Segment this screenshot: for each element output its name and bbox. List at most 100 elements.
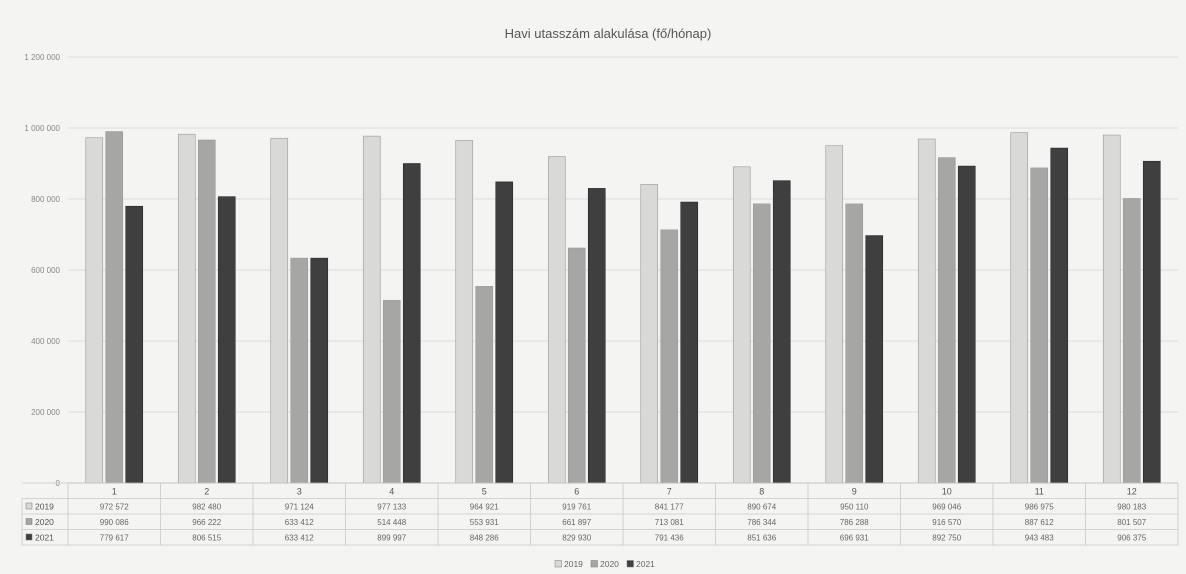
y-tick-label: 400 000 <box>31 337 60 346</box>
bar-2019-9 <box>825 145 844 484</box>
data-label: 633 412 <box>285 518 314 527</box>
table-series-name: 2021 <box>35 533 54 543</box>
x-tick-label: 9 <box>852 487 857 497</box>
bar-2020-10 <box>937 157 956 484</box>
data-label: 801 507 <box>1117 518 1146 527</box>
legend: 2019 2020 2021 <box>554 559 655 569</box>
bar-2021-3 <box>310 257 329 484</box>
data-label: 950 110 <box>840 503 869 512</box>
data-label: 553 931 <box>470 518 499 527</box>
bar-2021-2 <box>217 196 236 484</box>
bar-2019-1 <box>85 137 104 484</box>
data-label: 829 930 <box>562 534 591 543</box>
x-tick-label: 10 <box>942 487 952 497</box>
data-label: 892 750 <box>932 534 961 543</box>
table-series-name: 2020 <box>35 517 54 527</box>
bar-2021-11 <box>1050 147 1069 484</box>
legend-label: 2019 <box>564 559 583 569</box>
legend-label: 2020 <box>600 559 619 569</box>
legend-label: 2021 <box>636 559 655 569</box>
legend-key <box>554 560 562 568</box>
chart-title: Havi utasszám alakulása (fő/hónap) <box>505 26 712 41</box>
data-label: 890 674 <box>747 503 776 512</box>
data-label: 779 617 <box>100 534 129 543</box>
bar-2021-7 <box>680 201 699 484</box>
bar-2020-12 <box>1122 198 1141 484</box>
x-tick-label: 5 <box>482 487 487 497</box>
bar-2019-12 <box>1102 134 1121 484</box>
data-label: 786 288 <box>840 518 869 527</box>
x-tick-label: 1 <box>112 487 117 497</box>
data-label: 514 448 <box>377 518 406 527</box>
bar-2021-1 <box>125 205 144 484</box>
x-tick-label: 2 <box>204 487 209 497</box>
bar-2019-5 <box>455 140 474 484</box>
data-label: 696 931 <box>840 534 869 543</box>
bar-2020-2 <box>197 139 216 484</box>
bar-2021-5 <box>495 181 514 484</box>
bar-2020-4 <box>382 300 401 484</box>
data-label: 964 921 <box>470 503 499 512</box>
y-tick-label: 1 200 000 <box>24 53 60 62</box>
bar-2020-6 <box>567 247 586 484</box>
table-series-name: 2019 <box>35 502 54 512</box>
data-label: 916 570 <box>932 518 961 527</box>
data-label: 806 515 <box>192 534 221 543</box>
x-tick-label: 3 <box>297 487 302 497</box>
data-label: 971 124 <box>285 503 314 512</box>
legend-key <box>590 560 598 568</box>
data-label: 713 081 <box>655 518 684 527</box>
table-legend-key <box>25 533 33 541</box>
table-legend-key <box>25 502 33 510</box>
data-label: 791 436 <box>655 534 684 543</box>
bar-2020-11 <box>1030 167 1049 484</box>
data-label: 980 183 <box>1117 503 1146 512</box>
data-label: 969 046 <box>932 503 961 512</box>
data-label: 899 997 <box>377 534 406 543</box>
data-label: 986 975 <box>1025 503 1054 512</box>
x-tick-label: 8 <box>759 487 764 497</box>
data-label: 786 344 <box>747 518 776 527</box>
bar-2020-7 <box>660 229 679 484</box>
data-label: 982 480 <box>192 503 221 512</box>
bar-2020-9 <box>845 203 864 484</box>
x-tick-label: 12 <box>1127 487 1137 497</box>
data-label: 906 375 <box>1117 534 1146 543</box>
bar-2019-11 <box>1010 132 1029 484</box>
data-label: 887 612 <box>1025 518 1054 527</box>
bar-2019-3 <box>270 137 289 484</box>
data-label: 990 086 <box>100 518 129 527</box>
bars <box>85 131 1161 484</box>
data-label: 633 412 <box>285 534 314 543</box>
bar-2019-4 <box>362 135 381 484</box>
data-label: 848 286 <box>470 534 499 543</box>
bar-2021-8 <box>772 180 791 484</box>
data-label: 661 897 <box>562 518 591 527</box>
y-tick-label: 0 <box>56 479 61 488</box>
x-tick-label: 7 <box>667 487 672 497</box>
y-tick-label: 200 000 <box>31 408 60 417</box>
y-axis: 0 200 000 400 000 600 000 800 000 1 000 000 1 … <box>24 53 60 488</box>
bar-2021-12 <box>1142 160 1161 484</box>
x-tick-label: 4 <box>389 487 394 497</box>
data-label: 977 133 <box>377 503 406 512</box>
bar-2020-5 <box>475 286 494 484</box>
data-label: 851 636 <box>747 534 776 543</box>
bar-2019-10 <box>917 138 936 484</box>
data-label: 972 572 <box>100 503 129 512</box>
bar-2019-6 <box>547 156 566 484</box>
data-label: 841 177 <box>655 503 684 512</box>
bar-2020-1 <box>105 131 124 484</box>
bar-2020-8 <box>752 203 771 484</box>
y-tick-label: 1 000 000 <box>24 124 60 133</box>
bar-2019-7 <box>640 184 659 484</box>
data-label: 919 761 <box>562 503 591 512</box>
data-label: 966 222 <box>192 518 221 527</box>
legend-key <box>626 560 634 568</box>
y-tick-label: 800 000 <box>31 195 60 204</box>
data-label: 943 483 <box>1025 534 1054 543</box>
bar-2019-8 <box>732 166 751 484</box>
bar-2021-9 <box>865 235 884 484</box>
